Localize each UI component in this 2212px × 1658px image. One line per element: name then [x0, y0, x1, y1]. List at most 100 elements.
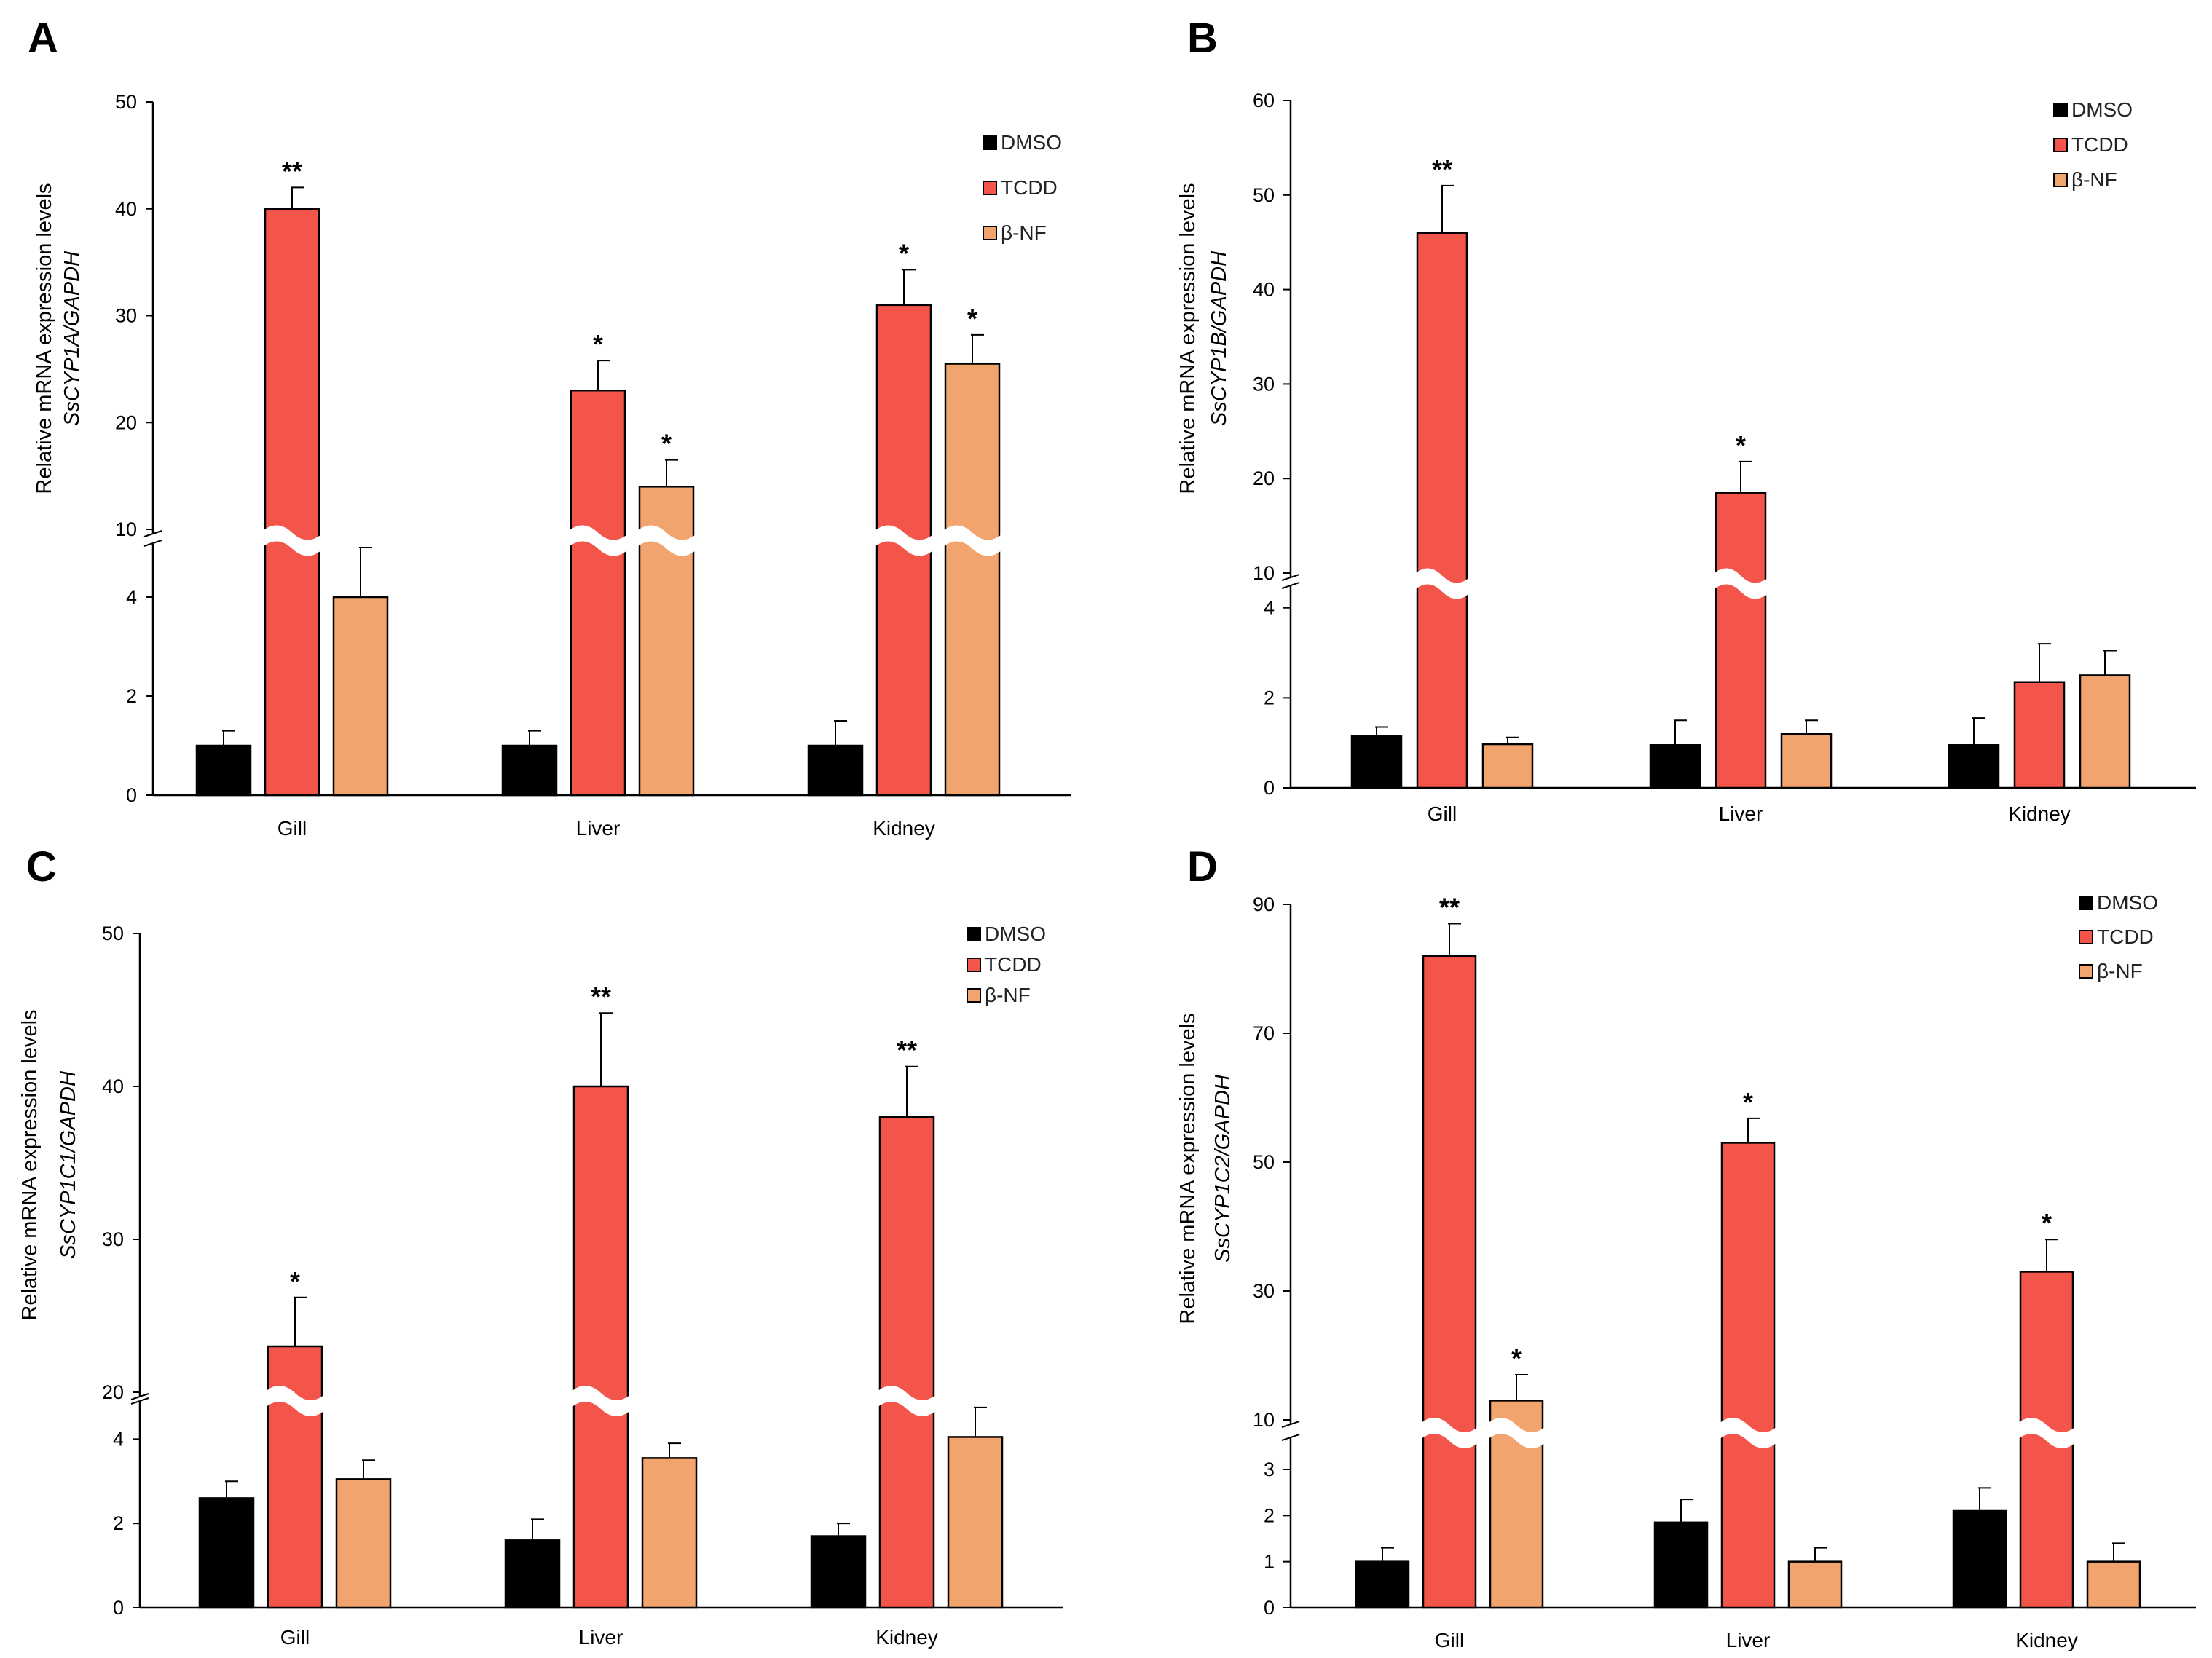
- y-tick-label: 30: [1253, 1280, 1275, 1302]
- y-tick-label: 30: [1253, 373, 1275, 395]
- axis-break-gap: [1717, 1418, 1779, 1448]
- chart-panel-c: C 0 2 4 20 30 40 50 Relative mRNA expression lev…: [18, 843, 1063, 1649]
- panel-letter: C: [26, 843, 57, 891]
- y-tick-label: 0: [1264, 1597, 1275, 1619]
- bar-bnf-kidney: [2086, 1560, 2141, 1609]
- y-tick-label: 50: [1253, 184, 1275, 206]
- legend-label: β-NF: [2097, 960, 2143, 982]
- y-tick-label: 10: [1253, 562, 1275, 584]
- bar-tcdd-kidney: [878, 1116, 935, 1609]
- y-tick-label: 40: [115, 198, 137, 220]
- significance-marker: *: [593, 329, 603, 359]
- legend-swatch: [2053, 103, 2068, 117]
- panel-letter: B: [1187, 15, 1218, 62]
- x-category-label: Liver: [1719, 802, 1763, 825]
- y-tick-label: 50: [115, 91, 137, 113]
- x-category-label: Liver: [576, 817, 621, 840]
- significance-marker: *: [1743, 1087, 1753, 1117]
- y-tick-label: 4: [113, 1428, 124, 1450]
- axis-break-mark: [1281, 582, 1300, 589]
- bar-bnf-gill: [332, 596, 389, 797]
- y-tick-label: 50: [102, 923, 124, 944]
- axis-break-gap: [261, 525, 323, 556]
- bar-bnf-kidney: [944, 363, 1001, 797]
- y-axis-label: Relative mRNA expression levels: [1176, 1013, 1200, 1324]
- x-category-label: Liver: [1726, 1629, 1771, 1651]
- y-tick-label: 0: [1264, 777, 1275, 799]
- y-tick-label: 40: [102, 1075, 124, 1097]
- legend-label: DMSO: [2097, 891, 2158, 914]
- panel-letter: D: [1187, 843, 1218, 891]
- bar-bnf-liver: [1780, 733, 1833, 789]
- bar-dmso-kidney: [1952, 1509, 2007, 1609]
- bar-dmso-kidney: [810, 1535, 867, 1609]
- axis-break-gap: [875, 1386, 938, 1416]
- y-tick-label: 10: [115, 518, 137, 540]
- axis-break-gap: [941, 525, 1004, 556]
- significance-marker: *: [1511, 1343, 1522, 1373]
- axis-break-gap: [635, 525, 698, 556]
- legend-swatch: [2079, 964, 2093, 979]
- y-tick-label: 0: [126, 784, 137, 806]
- significance-marker: **: [282, 156, 302, 186]
- bar-dmso-liver: [501, 744, 558, 797]
- bar-bnf-liver: [1787, 1560, 1843, 1609]
- axis-break-mark: [130, 1397, 149, 1405]
- y-axis-label: Relative mRNA expression levels: [18, 1009, 42, 1320]
- y-tick-label: 30: [115, 305, 137, 327]
- axis-break-mark: [130, 1393, 149, 1400]
- bar-dmso-liver: [504, 1539, 561, 1609]
- y-tick-label: 1: [1264, 1551, 1275, 1573]
- axis-break-gap: [264, 1386, 326, 1416]
- y-tick-label: 4: [1264, 597, 1275, 619]
- y-axis-label-gene: SsCYP1C1/GAPDH: [57, 1071, 80, 1259]
- significance-marker: *: [967, 304, 977, 333]
- x-category-label: Gill: [278, 817, 307, 840]
- axis-break-mark: [1281, 574, 1300, 581]
- axis-break-gap: [567, 525, 629, 556]
- bar-tcdd-gill: [1422, 955, 1477, 1609]
- legend-label: DMSO: [985, 923, 1046, 945]
- significance-marker: **: [1432, 154, 1452, 184]
- axis-break-gap: [2016, 1418, 2077, 1448]
- legend-swatch: [967, 958, 981, 972]
- bar-dmso-gill: [1355, 1560, 1410, 1609]
- axis-break-gap: [1486, 1418, 1547, 1448]
- y-tick-label: 40: [1253, 279, 1275, 301]
- legend-label: β-NF: [1001, 221, 1047, 244]
- bar-dmso-gill: [1350, 735, 1403, 789]
- significance-marker: **: [897, 1035, 917, 1065]
- legend-label: TCDD: [2071, 133, 2128, 156]
- y-axis-label-gene: SsCYP1C2/GAPDH: [1211, 1075, 1235, 1263]
- bar-bnf-kidney: [2079, 674, 2131, 789]
- bar-tcdd-gill: [267, 1345, 323, 1609]
- significance-marker: **: [1439, 893, 1460, 923]
- x-category-label: Kidney: [873, 817, 935, 840]
- y-tick-label: 90: [1253, 893, 1275, 915]
- bar-bnf-kidney: [947, 1436, 1004, 1609]
- y-tick-label: 0: [113, 1597, 124, 1619]
- y-axis-label-gene: SsCYP1A/GAPDH: [60, 251, 84, 426]
- y-tick-label: 2: [126, 685, 137, 707]
- x-category-label: Gill: [1428, 802, 1457, 825]
- bar-dmso-gill: [198, 1497, 255, 1609]
- y-tick-label: 30: [102, 1228, 124, 1250]
- bar-tcdd-gill: [264, 208, 320, 797]
- y-tick-label: 2: [1264, 687, 1275, 708]
- x-category-label: Kidney: [2015, 1629, 2078, 1651]
- y-tick-label: 2: [1264, 1504, 1275, 1526]
- y-tick-label: 20: [115, 411, 137, 433]
- x-category-label: Kidney: [875, 1626, 938, 1649]
- legend-swatch: [2053, 173, 2068, 187]
- significance-marker: *: [2042, 1208, 2052, 1238]
- panel-letter: A: [28, 15, 58, 62]
- axis-break-gap: [873, 525, 935, 556]
- legend-swatch: [983, 226, 997, 240]
- bar-tcdd-gill: [1416, 232, 1468, 789]
- chart-panel-b: B 0 2 4 10 20 30 40 50 60 Relative mRNA expression…: [1176, 15, 2196, 825]
- bar-tcdd-liver: [1720, 1142, 1776, 1609]
- y-tick-label: 2: [113, 1512, 124, 1534]
- legend-swatch: [2079, 896, 2093, 910]
- y-tick-label: 20: [102, 1381, 124, 1403]
